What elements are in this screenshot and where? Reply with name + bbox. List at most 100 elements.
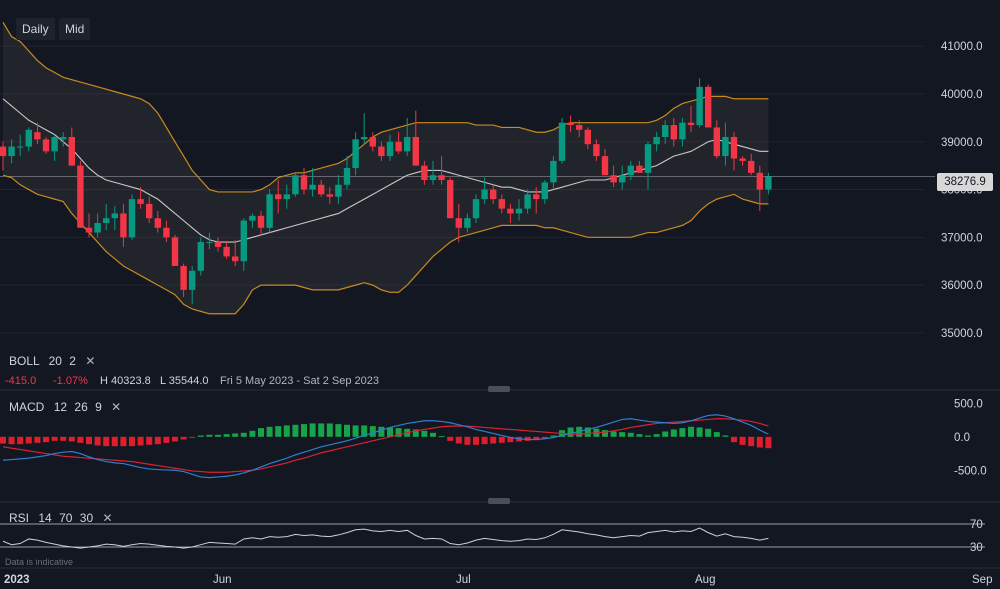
candle-body	[404, 137, 411, 152]
macd-histogram-bar	[223, 434, 230, 437]
candle-body	[507, 208, 514, 214]
macd-histogram-bar	[713, 432, 720, 437]
rsi-period: 14	[38, 511, 52, 525]
macd-histogram-bar	[679, 428, 686, 437]
macd-histogram-bar	[541, 436, 548, 439]
candle	[232, 239, 239, 266]
macd-signal: 9	[95, 400, 102, 414]
candle-body	[558, 122, 566, 161]
macd-histogram-bar	[77, 436, 84, 443]
candle	[644, 141, 652, 190]
macd-histogram-bar	[619, 432, 626, 437]
macd-histogram-bar	[25, 436, 32, 444]
candle-body	[275, 194, 282, 200]
candle-body	[103, 218, 110, 223]
macd-histogram-bar	[240, 432, 247, 437]
candle-body	[68, 137, 75, 166]
candle-body	[533, 194, 540, 200]
macd-axis-tick: -500.0	[954, 465, 987, 477]
candle	[214, 237, 222, 252]
price-axis-tick: 40000.0	[941, 89, 983, 101]
boll-name: BOLL	[9, 354, 40, 368]
macd-histogram-bar	[748, 436, 755, 447]
macd-histogram-bar	[387, 427, 393, 437]
rsi-close-icon[interactable]: ✕	[102, 511, 113, 525]
candle	[197, 237, 204, 276]
macd-histogram-bar	[86, 436, 92, 445]
candle-body	[318, 184, 325, 195]
candle-body	[696, 86, 703, 126]
macd-legend[interactable]: MACD 12 26 9 ✕	[9, 400, 121, 414]
candle	[68, 127, 75, 166]
candle	[275, 180, 282, 214]
candle-body	[490, 189, 497, 200]
candle-body	[636, 165, 643, 173]
macd-histogram-bar	[421, 430, 428, 437]
candle	[180, 263, 187, 298]
candle-body	[584, 129, 591, 145]
candle	[378, 141, 385, 161]
candle-body	[223, 246, 230, 257]
candle	[171, 234, 179, 266]
candle-body	[232, 256, 239, 262]
macd-histogram-bar	[103, 436, 110, 447]
price-axis-tick: 39000.0	[941, 137, 983, 149]
candle	[455, 203, 462, 243]
candle-body	[610, 175, 617, 183]
boll-close-icon[interactable]: ✕	[85, 354, 96, 368]
macd-histogram-bar	[326, 423, 333, 437]
macd-histogram-bar	[550, 435, 557, 437]
candle	[481, 177, 488, 204]
macd-histogram-bar	[43, 436, 49, 443]
candle-body	[85, 227, 93, 233]
candle	[490, 184, 497, 204]
candle-body	[756, 172, 763, 190]
candle-body	[335, 184, 342, 197]
interval-button[interactable]: Daily	[16, 18, 55, 40]
candle	[25, 127, 32, 152]
macd-histogram-bar	[51, 436, 58, 441]
candle	[722, 122, 729, 166]
candle	[619, 165, 626, 190]
candle-body	[705, 86, 712, 128]
macd-histogram-bar	[731, 436, 737, 443]
candle-body	[748, 160, 755, 173]
candle	[343, 156, 351, 190]
macd-histogram-bar	[206, 434, 213, 437]
candle	[679, 117, 686, 147]
candle-body	[343, 168, 351, 185]
candle	[128, 194, 136, 240]
macd-histogram-bar	[662, 431, 669, 437]
candle	[386, 134, 394, 161]
candle	[627, 160, 634, 180]
candle-body	[309, 184, 316, 190]
price-axis-tick: 36000.0	[941, 280, 983, 292]
boll-legend[interactable]: BOLL 20 2 ✕	[9, 354, 95, 368]
price-type-button[interactable]: Mid	[59, 18, 91, 40]
candle-body	[627, 165, 634, 176]
candle	[103, 203, 110, 231]
pane-resize-handle-macd[interactable]	[488, 386, 510, 392]
candle-body	[94, 223, 101, 233]
candle-body	[679, 122, 686, 140]
macd-fast: 12	[53, 400, 68, 414]
candle-body	[146, 203, 153, 219]
candle	[421, 160, 428, 185]
rsi-legend[interactable]: RSI 14 70 30 ✕	[9, 511, 113, 525]
price-axis-tick: 37000.0	[941, 232, 983, 244]
macd-close-icon[interactable]: ✕	[111, 400, 122, 414]
macd-histogram-bar	[344, 424, 350, 437]
candle-body	[739, 158, 746, 161]
candle-body	[378, 146, 385, 157]
candle	[300, 168, 308, 195]
candle	[687, 105, 695, 133]
macd-histogram-bar	[567, 427, 574, 437]
candle	[163, 220, 170, 243]
candle	[472, 194, 480, 223]
candle-body	[326, 194, 333, 197]
macd-histogram-bar	[189, 436, 196, 438]
pane-resize-handle-rsi[interactable]	[488, 498, 510, 504]
macd-histogram-bar	[137, 436, 144, 446]
